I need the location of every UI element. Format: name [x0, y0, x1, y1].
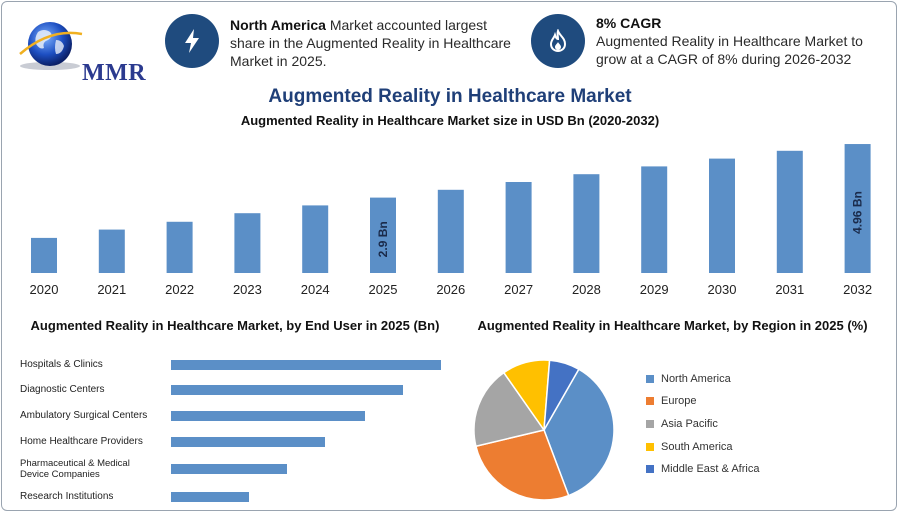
end-user-bar: [171, 385, 404, 395]
x-tick-label: 2032: [843, 282, 872, 297]
pie-slice-asia-pacific: [473, 371, 546, 448]
end-user-label: Hospitals & Clinics: [20, 359, 103, 370]
flame-icon: [531, 14, 585, 68]
end-user-bar: [171, 464, 288, 474]
end-user-chart-title: Augmented Reality in Healthcare Market, …: [30, 318, 440, 333]
pie-slice-middle-east-africa: [543, 359, 580, 431]
end-user-label: Home Healthcare Providers: [20, 436, 143, 447]
info-cagr: 8% CAGR Augmented Reality in Healthcare …: [596, 14, 886, 68]
end-user-label: Diagnostic Centers: [20, 384, 105, 395]
legend-swatch: [646, 443, 654, 451]
end-user-bar: [171, 411, 366, 421]
legend-swatch: [646, 375, 654, 383]
x-tick-label: 2029: [640, 282, 669, 297]
bar-2024: [302, 205, 329, 273]
bar-2022: [166, 221, 193, 273]
logo-text: MMR: [82, 60, 147, 86]
info1-bold: North America: [230, 17, 326, 33]
bar-2030: [709, 158, 735, 273]
legend-label: North America: [661, 373, 731, 385]
x-tick-label: 2026: [436, 282, 465, 297]
info2-bold: 8% CAGR: [596, 15, 662, 31]
bar-2032: [844, 144, 871, 273]
market-size-bar-chart: 2020 2021 2022 2023 2024 2025 2.9 Bn 2026 2027 20…: [30, 144, 872, 297]
end-user-bar: [171, 492, 250, 502]
x-tick-label: 2023: [233, 282, 262, 297]
bar-2028: [573, 174, 600, 273]
x-tick-label: 2030: [708, 282, 737, 297]
region-pie-chart: [473, 359, 615, 501]
bar-2023: [234, 213, 261, 273]
x-tick-label: 2025: [369, 282, 398, 297]
legend-label: Middle East & Africa: [661, 463, 760, 475]
x-tick-label: 2021: [97, 282, 126, 297]
bar-data-label: 2.9 Bn: [376, 221, 390, 257]
bar-2021: [98, 229, 125, 273]
legend-label: Europe: [661, 395, 697, 407]
legend-swatch: [646, 465, 654, 473]
legend-item: Europe: [646, 395, 696, 407]
info-north-america: North America Market accounted largest s…: [230, 16, 520, 70]
legend-item: North America: [646, 373, 731, 385]
pie-slice-europe: [475, 429, 570, 501]
x-tick-label: 2031: [775, 282, 804, 297]
x-tick-label: 2024: [301, 282, 330, 297]
lightning-icon: [165, 14, 219, 68]
mmr-logo: MMR: [16, 16, 146, 86]
end-user-bar: [171, 360, 441, 370]
x-tick-label: 2022: [165, 282, 194, 297]
info2-text: Augmented Reality in Healthcare Market t…: [596, 33, 863, 67]
region-chart-title: Augmented Reality in Healthcare Market, …: [477, 318, 868, 333]
bar-2029: [641, 166, 668, 273]
legend-item: Middle East & Africa: [646, 463, 759, 475]
end-user-label: Research Institutions: [20, 491, 114, 502]
legend-label: Asia Pacific: [661, 418, 718, 430]
end-user-bar: [171, 437, 325, 447]
bar-data-label: 4.96 Bn: [851, 191, 865, 234]
bar-2027: [505, 182, 532, 273]
x-tick-label: 2020: [30, 282, 59, 297]
legend-swatch: [646, 397, 654, 405]
main-title: Augmented Reality in Healthcare Market: [268, 86, 632, 107]
bar-chart-title: Augmented Reality in Healthcare Market s…: [240, 113, 660, 128]
info1-text: Market accounted largest share in the Au…: [230, 17, 511, 69]
x-tick-label: 2028: [572, 282, 601, 297]
end-user-label: Pharmaceutical & Medical Device Companie…: [20, 458, 130, 480]
bar-2020: [31, 237, 57, 273]
legend-item: South America: [646, 441, 733, 453]
legend-item: Asia Pacific: [646, 418, 718, 430]
legend-swatch: [646, 420, 654, 428]
bar-2031: [776, 150, 803, 273]
bar-2025: [370, 197, 396, 273]
globe-icon: [19, 22, 83, 70]
x-tick-label: 2027: [504, 282, 533, 297]
bar-2026: [437, 189, 464, 273]
legend-label: South America: [661, 441, 733, 453]
end-user-label: Ambulatory Surgical Centers: [20, 410, 148, 421]
